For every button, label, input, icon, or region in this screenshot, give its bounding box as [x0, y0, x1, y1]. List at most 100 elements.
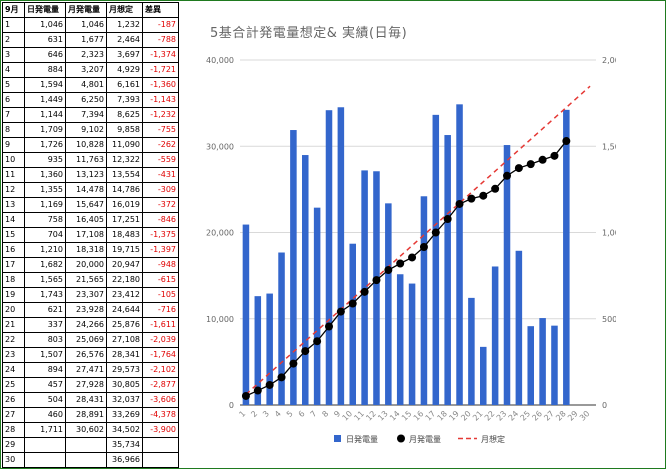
table-cell[interactable]: 4: [2, 62, 25, 78]
table-cell[interactable]: 1,232: [106, 17, 143, 33]
table-cell[interactable]: 23,928: [65, 302, 107, 318]
header-cell[interactable]: 差異: [142, 2, 179, 18]
table-cell[interactable]: 12,322: [106, 152, 143, 168]
table-cell[interactable]: 9,858: [106, 122, 143, 138]
table-cell[interactable]: 3: [2, 47, 25, 63]
table-cell[interactable]: 28: [2, 422, 25, 438]
table-cell[interactable]: 884: [24, 62, 66, 78]
table-cell[interactable]: 18: [2, 272, 25, 288]
table-cell[interactable]: 11,763: [65, 152, 107, 168]
table-cell[interactable]: 7: [2, 107, 25, 123]
table-cell[interactable]: -948: [142, 257, 179, 273]
table-cell[interactable]: 6,161: [106, 77, 143, 93]
table-cell[interactable]: -309: [142, 182, 179, 198]
table-cell[interactable]: 758: [24, 212, 66, 228]
table-cell[interactable]: 32,037: [106, 392, 143, 408]
table-cell[interactable]: -105: [142, 287, 179, 303]
table-cell[interactable]: 5: [2, 77, 25, 93]
table-cell[interactable]: 4,929: [106, 62, 143, 78]
table-cell[interactable]: 28,891: [65, 407, 107, 423]
table-cell[interactable]: 28,431: [65, 392, 107, 408]
table-cell[interactable]: -431: [142, 167, 179, 183]
table-cell[interactable]: 13: [2, 197, 25, 213]
table-cell[interactable]: 30,805: [106, 377, 143, 393]
table-cell[interactable]: 18,318: [65, 242, 107, 258]
table-cell[interactable]: 20,947: [106, 257, 143, 273]
table-cell[interactable]: 20,000: [65, 257, 107, 273]
table-cell[interactable]: 22,180: [106, 272, 143, 288]
table-cell[interactable]: 935: [24, 152, 66, 168]
table-cell[interactable]: 13,123: [65, 167, 107, 183]
table-cell[interactable]: 28,341: [106, 347, 143, 363]
table-cell[interactable]: -2,877: [142, 377, 179, 393]
table-cell[interactable]: -3,900: [142, 422, 179, 438]
table-cell[interactable]: 1,144: [24, 107, 66, 123]
table-cell[interactable]: [65, 437, 107, 453]
table-cell[interactable]: 27,108: [106, 332, 143, 348]
table-cell[interactable]: -1,611: [142, 317, 179, 333]
table-cell[interactable]: 803: [24, 332, 66, 348]
table-cell[interactable]: 12: [2, 182, 25, 198]
table-cell[interactable]: 24,266: [65, 317, 107, 333]
table-cell[interactable]: 1,169: [24, 197, 66, 213]
table-cell[interactable]: 1,355: [24, 182, 66, 198]
table-cell[interactable]: 19,715: [106, 242, 143, 258]
table-cell[interactable]: -1,360: [142, 77, 179, 93]
table-cell[interactable]: 1,743: [24, 287, 66, 303]
table-cell[interactable]: -2,039: [142, 332, 179, 348]
table-cell[interactable]: 1,360: [24, 167, 66, 183]
table-cell[interactable]: 631: [24, 32, 66, 48]
table-cell[interactable]: -1,232: [142, 107, 179, 123]
table-cell[interactable]: 15,647: [65, 197, 107, 213]
table-cell[interactable]: 1: [2, 17, 25, 33]
table-cell[interactable]: -716: [142, 302, 179, 318]
table-cell[interactable]: 11,090: [106, 137, 143, 153]
table-cell[interactable]: 3,697: [106, 47, 143, 63]
table-cell[interactable]: 16,019: [106, 197, 143, 213]
table-cell[interactable]: 2: [2, 32, 25, 48]
table-cell[interactable]: 9,102: [65, 122, 107, 138]
table-cell[interactable]: 2,323: [65, 47, 107, 63]
table-cell[interactable]: 6: [2, 92, 25, 108]
table-cell[interactable]: 29: [2, 437, 25, 453]
table-cell[interactable]: 8: [2, 122, 25, 138]
table-cell[interactable]: 36,966: [106, 452, 143, 468]
table-cell[interactable]: 14: [2, 212, 25, 228]
table-cell[interactable]: 1,210: [24, 242, 66, 258]
header-cell[interactable]: 日発電量: [24, 2, 66, 18]
table-cell[interactable]: -262: [142, 137, 179, 153]
table-cell[interactable]: -1,397: [142, 242, 179, 258]
table-cell[interactable]: 17,251: [106, 212, 143, 228]
table-cell[interactable]: -846: [142, 212, 179, 228]
table-cell[interactable]: 21,565: [65, 272, 107, 288]
table-cell[interactable]: 894: [24, 362, 66, 378]
table-cell[interactable]: -3,606: [142, 392, 179, 408]
table-cell[interactable]: 25: [2, 377, 25, 393]
table-cell[interactable]: 30,602: [65, 422, 107, 438]
table-cell[interactable]: 22: [2, 332, 25, 348]
table-cell[interactable]: 34,502: [106, 422, 143, 438]
table-cell[interactable]: -615: [142, 272, 179, 288]
table-cell[interactable]: 504: [24, 392, 66, 408]
table-cell[interactable]: 14,478: [65, 182, 107, 198]
table-cell[interactable]: 1,507: [24, 347, 66, 363]
table-cell[interactable]: 1,046: [24, 17, 66, 33]
table-cell[interactable]: -755: [142, 122, 179, 138]
table-cell[interactable]: 1,677: [65, 32, 107, 48]
table-cell[interactable]: 17: [2, 257, 25, 273]
table-cell[interactable]: 20: [2, 302, 25, 318]
table-cell[interactable]: 35,734: [106, 437, 143, 453]
table-cell[interactable]: [24, 437, 66, 453]
table-cell[interactable]: 7,393: [106, 92, 143, 108]
table-cell[interactable]: 23,412: [106, 287, 143, 303]
header-cell[interactable]: 月発電量: [65, 2, 107, 18]
header-cell[interactable]: 月想定: [106, 2, 143, 18]
table-cell[interactable]: 23: [2, 347, 25, 363]
table-cell[interactable]: 10,828: [65, 137, 107, 153]
table-cell[interactable]: 19: [2, 287, 25, 303]
table-cell[interactable]: 1,726: [24, 137, 66, 153]
table-cell[interactable]: 457: [24, 377, 66, 393]
table-cell[interactable]: 10: [2, 152, 25, 168]
table-cell[interactable]: 14,786: [106, 182, 143, 198]
table-cell[interactable]: 27: [2, 407, 25, 423]
